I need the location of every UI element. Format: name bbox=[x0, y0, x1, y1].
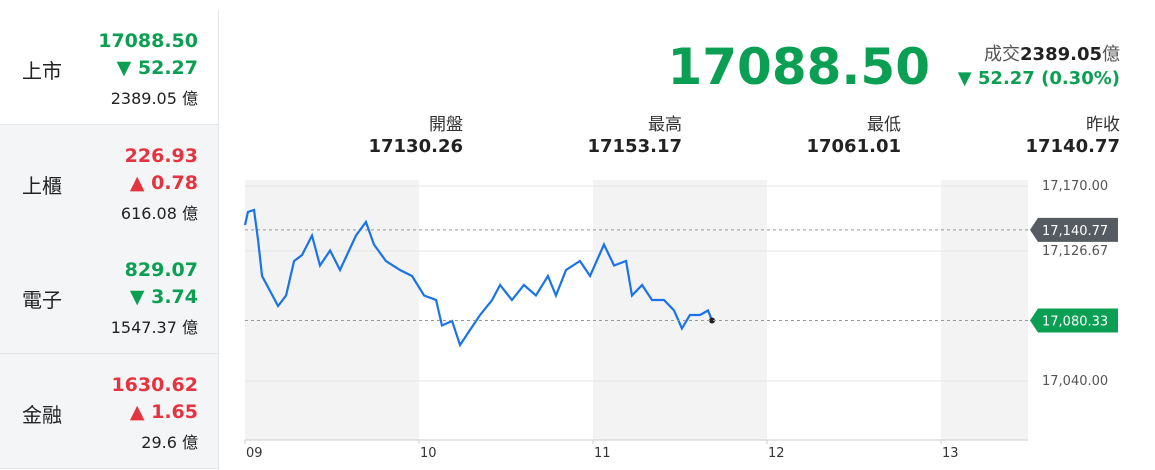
sidebar-item[interactable]: 上櫃 226.93 ▲ 0.78 616.08 億 bbox=[0, 124, 218, 240]
y-tick-label: 17,126.67 bbox=[1042, 244, 1108, 259]
turnover-label: 成交 bbox=[984, 44, 1021, 65]
item-volume: 1547.37 億 bbox=[110, 318, 198, 337]
sidebar: 上市 17088.50 ▼ 52.27 2389.05 億上櫃 226.93 ▲ 0.78… bbox=[0, 10, 219, 470]
last-price-tag bbox=[1030, 308, 1118, 333]
item-volume: 29.6 億 bbox=[141, 432, 198, 452]
x-tick-label: 13 bbox=[942, 446, 959, 461]
item-name: 上櫃 bbox=[22, 173, 62, 198]
x-tick-label: 12 bbox=[768, 446, 785, 461]
stat-label: 開盤 bbox=[429, 115, 463, 135]
x-tick-label: 10 bbox=[420, 446, 437, 461]
x-tick-label: 09 bbox=[246, 446, 263, 461]
item-price: 226.93 bbox=[124, 144, 198, 167]
y-tick-label: 17,040.00 bbox=[1042, 374, 1108, 389]
last-price-label: 17,080.33 bbox=[1042, 315, 1108, 330]
item-change: ▼ 3.74 bbox=[129, 286, 198, 308]
item-price: 17088.50 bbox=[98, 30, 198, 52]
session-band bbox=[941, 180, 1028, 440]
item-name: 電子 bbox=[22, 288, 62, 312]
stat-label: 最低 bbox=[867, 115, 901, 135]
change: ▼ 52.27 (0.30%) bbox=[957, 68, 1120, 89]
stat-value: 17130.26 bbox=[368, 136, 463, 157]
item-price: 829.07 bbox=[124, 259, 198, 281]
item-name: 上市 bbox=[22, 59, 62, 83]
sidebar-item[interactable]: 上市 17088.50 ▼ 52.27 2389.05 億 bbox=[0, 10, 218, 125]
item-volume: 616.08 億 bbox=[120, 203, 198, 223]
stat-value: 17061.01 bbox=[806, 136, 901, 157]
stat-label: 昨收 bbox=[1086, 115, 1120, 135]
last-point bbox=[709, 317, 716, 324]
stat-value: 17153.17 bbox=[587, 136, 682, 157]
reference-label: 17,140.77 bbox=[1042, 224, 1108, 239]
item-volume: 2389.05 億 bbox=[110, 89, 198, 108]
price-line bbox=[243, 208, 714, 348]
session-band bbox=[593, 180, 767, 440]
x-tick-label: 11 bbox=[594, 446, 611, 461]
item-change: ▲ 0.78 bbox=[129, 171, 198, 194]
turnover: 成交2389.05億 bbox=[984, 40, 1120, 66]
stat-label: 最高 bbox=[648, 115, 682, 135]
y-tick-label: 17,170.00 bbox=[1042, 179, 1108, 194]
stat-value: 17140.77 bbox=[1025, 136, 1120, 157]
item-change: ▲ 1.65 bbox=[129, 400, 198, 423]
reference-tag bbox=[1030, 217, 1118, 242]
session-band bbox=[245, 180, 419, 440]
price: 17088.50 bbox=[667, 38, 930, 96]
item-name: 金融 bbox=[22, 402, 62, 427]
sidebar-item[interactable]: 電子 829.07 ▼ 3.74 1547.37 億 bbox=[0, 239, 218, 354]
turnover-unit: 億 bbox=[1102, 44, 1120, 65]
turnover-value: 2389.05 bbox=[1020, 44, 1102, 65]
item-price: 1630.62 bbox=[111, 373, 198, 396]
sidebar-item[interactable]: 金融 1630.62 ▲ 1.65 29.6 億 bbox=[0, 353, 218, 469]
item-change: ▼ 52.27 bbox=[116, 57, 198, 79]
